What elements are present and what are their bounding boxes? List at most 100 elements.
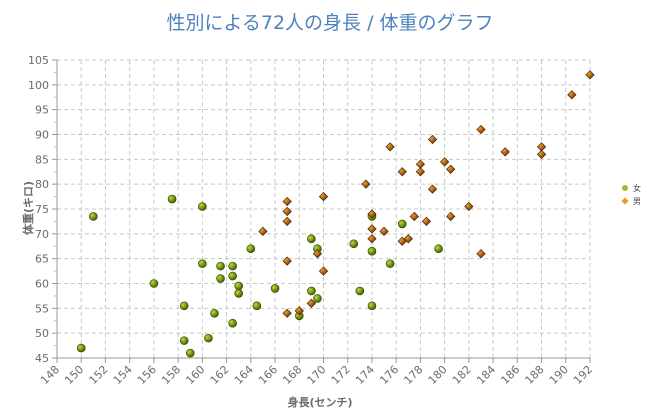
male-point bbox=[282, 196, 292, 207]
female-point bbox=[185, 348, 195, 358]
male-point bbox=[282, 216, 292, 227]
y-tick-label: 70 bbox=[35, 228, 49, 241]
male-point bbox=[282, 206, 292, 217]
axes bbox=[52, 59, 591, 363]
y-tick-label: 80 bbox=[35, 178, 49, 191]
female-point bbox=[198, 202, 207, 211]
female-point bbox=[179, 301, 189, 311]
x-tick-label: 190 bbox=[547, 363, 571, 387]
male-point bbox=[536, 149, 547, 159]
male-point bbox=[415, 167, 426, 177]
legend-item-female[interactable]: 女 bbox=[622, 183, 641, 193]
female-point bbox=[179, 336, 189, 345]
male-point bbox=[306, 298, 317, 308]
male-point bbox=[379, 226, 389, 236]
data-points bbox=[76, 70, 595, 358]
male-point bbox=[440, 157, 450, 167]
y-tick-label: 50 bbox=[35, 327, 49, 340]
y-axis-title: 体重(キロ) bbox=[21, 181, 35, 235]
legend-marker bbox=[621, 197, 629, 205]
male-point bbox=[397, 167, 407, 177]
y-tick-label: 105 bbox=[28, 54, 49, 67]
y-tick-label: 55 bbox=[35, 302, 49, 315]
y-tick-label: 65 bbox=[35, 253, 49, 266]
male-point bbox=[282, 308, 292, 318]
legend-item-male[interactable]: 男 bbox=[621, 197, 642, 206]
y-tick-label: 100 bbox=[28, 79, 49, 92]
x-tick-label: 162 bbox=[208, 363, 232, 387]
male-point bbox=[403, 234, 413, 244]
x-tick-label: 148 bbox=[38, 363, 62, 387]
x-tick-label: 178 bbox=[401, 363, 425, 387]
x-tick-label: 166 bbox=[256, 363, 280, 387]
male-point bbox=[258, 226, 268, 236]
grid-lines bbox=[57, 59, 591, 358]
male-point bbox=[427, 134, 438, 145]
male-point bbox=[409, 211, 419, 222]
x-tick-labels: 148 150 152 154 156 158 160 162 164 166 168 170 172 1… bbox=[38, 363, 595, 387]
female-point bbox=[228, 318, 237, 328]
x-tick-label: 150 bbox=[62, 363, 86, 387]
x-tick-label: 182 bbox=[450, 363, 474, 387]
female-point bbox=[198, 259, 207, 268]
female-point bbox=[210, 308, 219, 318]
x-tick-label: 158 bbox=[159, 363, 183, 387]
female-point bbox=[246, 244, 256, 254]
male-point bbox=[427, 184, 438, 194]
male-point bbox=[385, 142, 395, 152]
female-point bbox=[167, 194, 177, 204]
female-point bbox=[204, 333, 213, 343]
male-point bbox=[282, 256, 292, 266]
y-tick-label: 75 bbox=[35, 203, 49, 216]
male-point bbox=[361, 179, 371, 189]
female-point bbox=[216, 274, 225, 283]
x-tick-label: 152 bbox=[87, 363, 111, 387]
x-tick-label: 168 bbox=[280, 363, 304, 387]
male-point bbox=[476, 124, 486, 135]
female-point bbox=[76, 343, 86, 353]
x-tick-label: 154 bbox=[111, 363, 135, 387]
male-point bbox=[446, 211, 456, 222]
x-tick-label: 172 bbox=[329, 363, 353, 387]
female-point bbox=[228, 271, 237, 281]
female-point bbox=[252, 301, 262, 311]
legend-label: 男 bbox=[633, 197, 641, 206]
male-point bbox=[421, 216, 432, 227]
male-point bbox=[464, 201, 474, 212]
female-point bbox=[270, 284, 280, 293]
legend[interactable]: 女男 bbox=[621, 183, 642, 206]
x-tick-label: 184 bbox=[474, 363, 498, 387]
x-axis-title: 身長(センチ) bbox=[287, 395, 352, 409]
chart-title: 性別による72人の身長 / 体重のグラフ bbox=[166, 12, 493, 34]
x-tick-label: 180 bbox=[426, 363, 450, 387]
female-point bbox=[234, 289, 244, 298]
y-tick-label: 85 bbox=[35, 153, 49, 166]
y-tick-label: 95 bbox=[35, 104, 49, 117]
female-point bbox=[355, 286, 365, 296]
male-point bbox=[500, 147, 510, 157]
male-point bbox=[318, 191, 329, 202]
female-point bbox=[397, 219, 407, 229]
female-point bbox=[307, 234, 316, 244]
male-point bbox=[312, 249, 323, 259]
female-point bbox=[367, 246, 377, 256]
x-tick-label: 170 bbox=[305, 363, 329, 387]
male-point bbox=[318, 266, 329, 276]
x-tick-label: 188 bbox=[523, 363, 547, 387]
x-tick-label: 176 bbox=[377, 363, 401, 387]
y-tick-label: 45 bbox=[35, 352, 49, 365]
male-point bbox=[585, 70, 595, 80]
male-point bbox=[367, 209, 377, 219]
x-tick-label: 156 bbox=[135, 363, 159, 387]
legend-marker bbox=[622, 185, 628, 191]
male-point bbox=[294, 306, 304, 316]
male-point bbox=[476, 249, 486, 259]
y-tick-label: 60 bbox=[35, 278, 49, 291]
legend-label: 女 bbox=[633, 183, 641, 193]
female-point bbox=[307, 286, 316, 296]
female-point bbox=[349, 239, 359, 249]
female-point bbox=[313, 294, 322, 303]
male-point bbox=[367, 234, 377, 244]
female-point bbox=[434, 244, 443, 254]
